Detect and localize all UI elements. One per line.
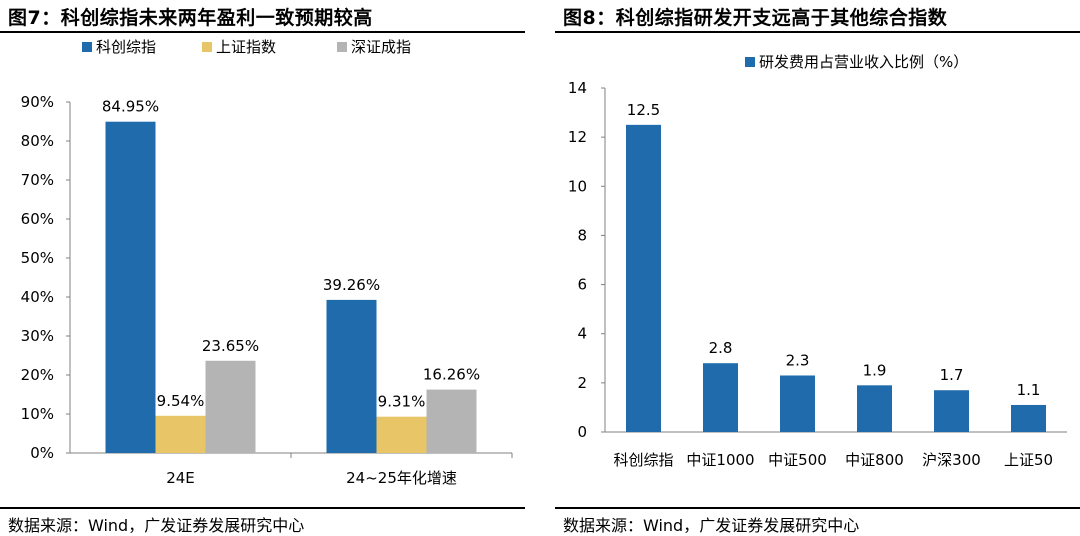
left-chart-panel: 图7：科创综指未来两年盈利一致预期较高 科创综指 上证指数 深证成指 0% 10% 20%… (0, 0, 525, 535)
y-tick-label: 2 (577, 374, 587, 392)
source-note: 数据来源：Wind，广发证券发展研究中心 (563, 516, 860, 535)
bar (1011, 404, 1046, 432)
data-label: 2.8 (709, 339, 733, 357)
y-tick-label: 0 (577, 423, 587, 441)
data-label: 1.7 (940, 366, 964, 384)
y-tick-label: 6 (577, 276, 587, 294)
source-rule (555, 507, 1080, 509)
bar (780, 375, 815, 432)
x-tick-label: 中证800 (845, 451, 904, 469)
bar (703, 363, 738, 432)
legend-label: 上证指数 (216, 38, 276, 56)
rd-expense-chart: 研发费用占营业收入比例（%） 0 2 4 6 8 10 12 14 12.5 科创综指 2.8 中证10… (568, 53, 1067, 469)
data-label: 9.31% (378, 393, 426, 411)
legend-swatch (745, 57, 755, 67)
data-label: 12.5 (627, 101, 660, 119)
x-tick-label: 24E (166, 469, 195, 487)
bar (857, 385, 892, 432)
x-tick-label: 中证500 (768, 451, 827, 469)
legend-swatch (202, 42, 212, 52)
source-rule (0, 507, 525, 509)
earnings-forecast-chart: 科创综指 上证指数 深证成指 0% 10% 20% 30% 40% 50% 60% 70% 80% 90… (21, 38, 513, 487)
bar (376, 416, 427, 453)
data-label: 1.9 (863, 361, 887, 379)
bar (934, 390, 969, 432)
y-tick-label: 80% (21, 132, 54, 150)
x-tick-label: 24~25年化增速 (346, 469, 457, 487)
bar (626, 124, 661, 432)
y-tick-label: 60% (21, 210, 54, 228)
y-tick-label: 8 (577, 226, 587, 244)
bar (105, 121, 156, 453)
bar (155, 415, 206, 453)
data-label: 23.65% (202, 337, 259, 355)
legend-swatch (337, 42, 347, 52)
data-label: 39.26% (323, 276, 380, 294)
y-tick-label: 90% (21, 93, 54, 111)
y-tick-label: 0% (30, 444, 54, 462)
y-tick-label: 12 (568, 128, 587, 146)
data-label: 16.26% (423, 366, 480, 384)
data-label: 2.3 (786, 351, 810, 369)
bar (326, 299, 377, 453)
y-tick-label: 14 (568, 79, 587, 97)
chart-title: 图7：科创综指未来两年盈利一致预期较高 (8, 7, 373, 29)
x-tick-label: 沪深300 (922, 451, 981, 469)
bar (205, 360, 256, 453)
data-label: 84.95% (102, 98, 159, 116)
chart-title: 图8：科创综指研发开支远高于其他综合指数 (563, 7, 948, 29)
y-tick-label: 10% (21, 405, 54, 423)
y-tick-label: 40% (21, 288, 54, 306)
x-tick-label: 中证1000 (686, 451, 754, 469)
title-rule (0, 31, 525, 33)
legend-label: 研发费用占营业收入比例（%） (759, 53, 968, 71)
legend-swatch (82, 42, 92, 52)
y-tick-label: 30% (21, 327, 54, 345)
legend-label: 科创综指 (96, 38, 156, 56)
y-tick-label: 10 (568, 177, 587, 195)
x-tick-label: 上证50 (1004, 451, 1053, 469)
y-tick-label: 4 (577, 325, 587, 343)
y-tick-label: 50% (21, 249, 54, 267)
data-label: 1.1 (1017, 381, 1041, 399)
y-tick-label: 70% (21, 171, 54, 189)
data-label: 9.54% (157, 392, 205, 410)
bar (426, 389, 477, 453)
source-note: 数据来源：Wind，广发证券发展研究中心 (8, 516, 305, 535)
right-chart-panel: 图8：科创综指研发开支远高于其他综合指数 研发费用占营业收入比例（%） 0 2 4 6 8… (555, 0, 1080, 535)
x-tick-label: 科创综指 (613, 451, 673, 469)
y-tick-label: 20% (21, 366, 54, 384)
legend-label: 深证成指 (351, 38, 411, 56)
title-rule (555, 31, 1080, 33)
